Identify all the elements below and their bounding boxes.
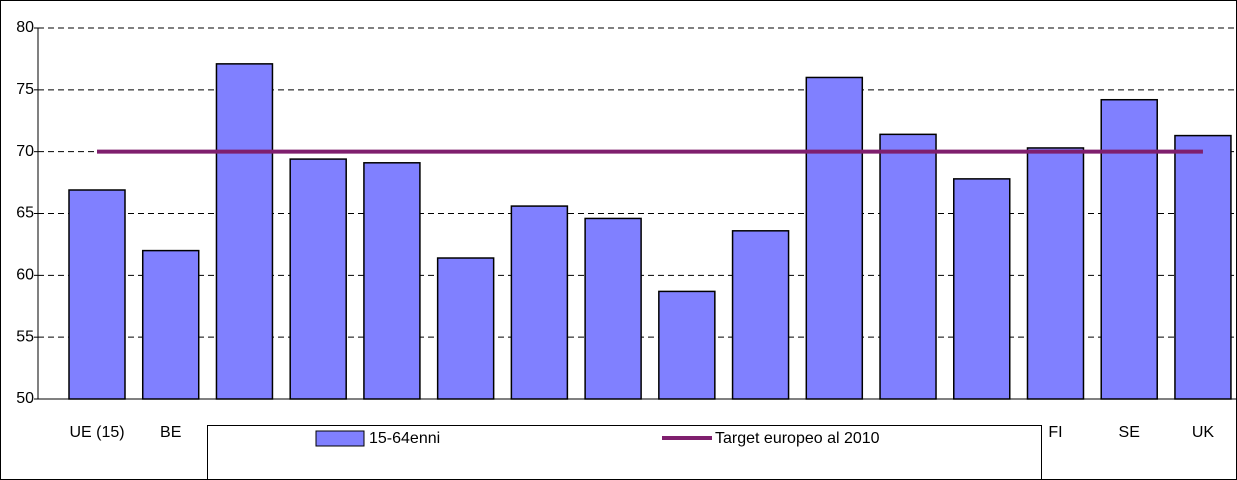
x-tick-label: UE (15) xyxy=(69,424,124,441)
y-tick-label: 75 xyxy=(16,81,34,98)
bar xyxy=(68,189,126,400)
x-tick-label: UK xyxy=(1192,424,1215,441)
bar xyxy=(1100,98,1158,400)
bar xyxy=(731,230,790,400)
legend-label: Target europeo al 2010 xyxy=(715,430,880,447)
y-tick-label: 80 xyxy=(16,19,34,36)
bar xyxy=(510,205,569,400)
legend-swatch xyxy=(315,430,365,447)
bar xyxy=(289,158,347,400)
bar xyxy=(879,133,937,400)
bar xyxy=(953,178,1011,400)
bar xyxy=(584,217,642,400)
bar xyxy=(436,257,495,400)
y-tick-label: 65 xyxy=(16,205,34,222)
x-tick-label: SE xyxy=(1119,424,1140,441)
bar xyxy=(215,63,274,400)
bar xyxy=(141,249,200,400)
bar xyxy=(363,162,421,400)
bar xyxy=(1174,134,1232,400)
y-tick-label: 70 xyxy=(16,143,34,160)
y-tick-label: 60 xyxy=(16,267,34,284)
bar xyxy=(1026,147,1085,400)
legend-label: 15-64enni xyxy=(369,430,440,447)
x-tick-label: BE xyxy=(160,424,181,441)
bar xyxy=(658,290,716,400)
x-tick-label: FI xyxy=(1048,424,1062,441)
y-tick-label: 50 xyxy=(16,390,34,407)
bar xyxy=(805,76,864,400)
y-tick-label: 55 xyxy=(16,328,34,345)
